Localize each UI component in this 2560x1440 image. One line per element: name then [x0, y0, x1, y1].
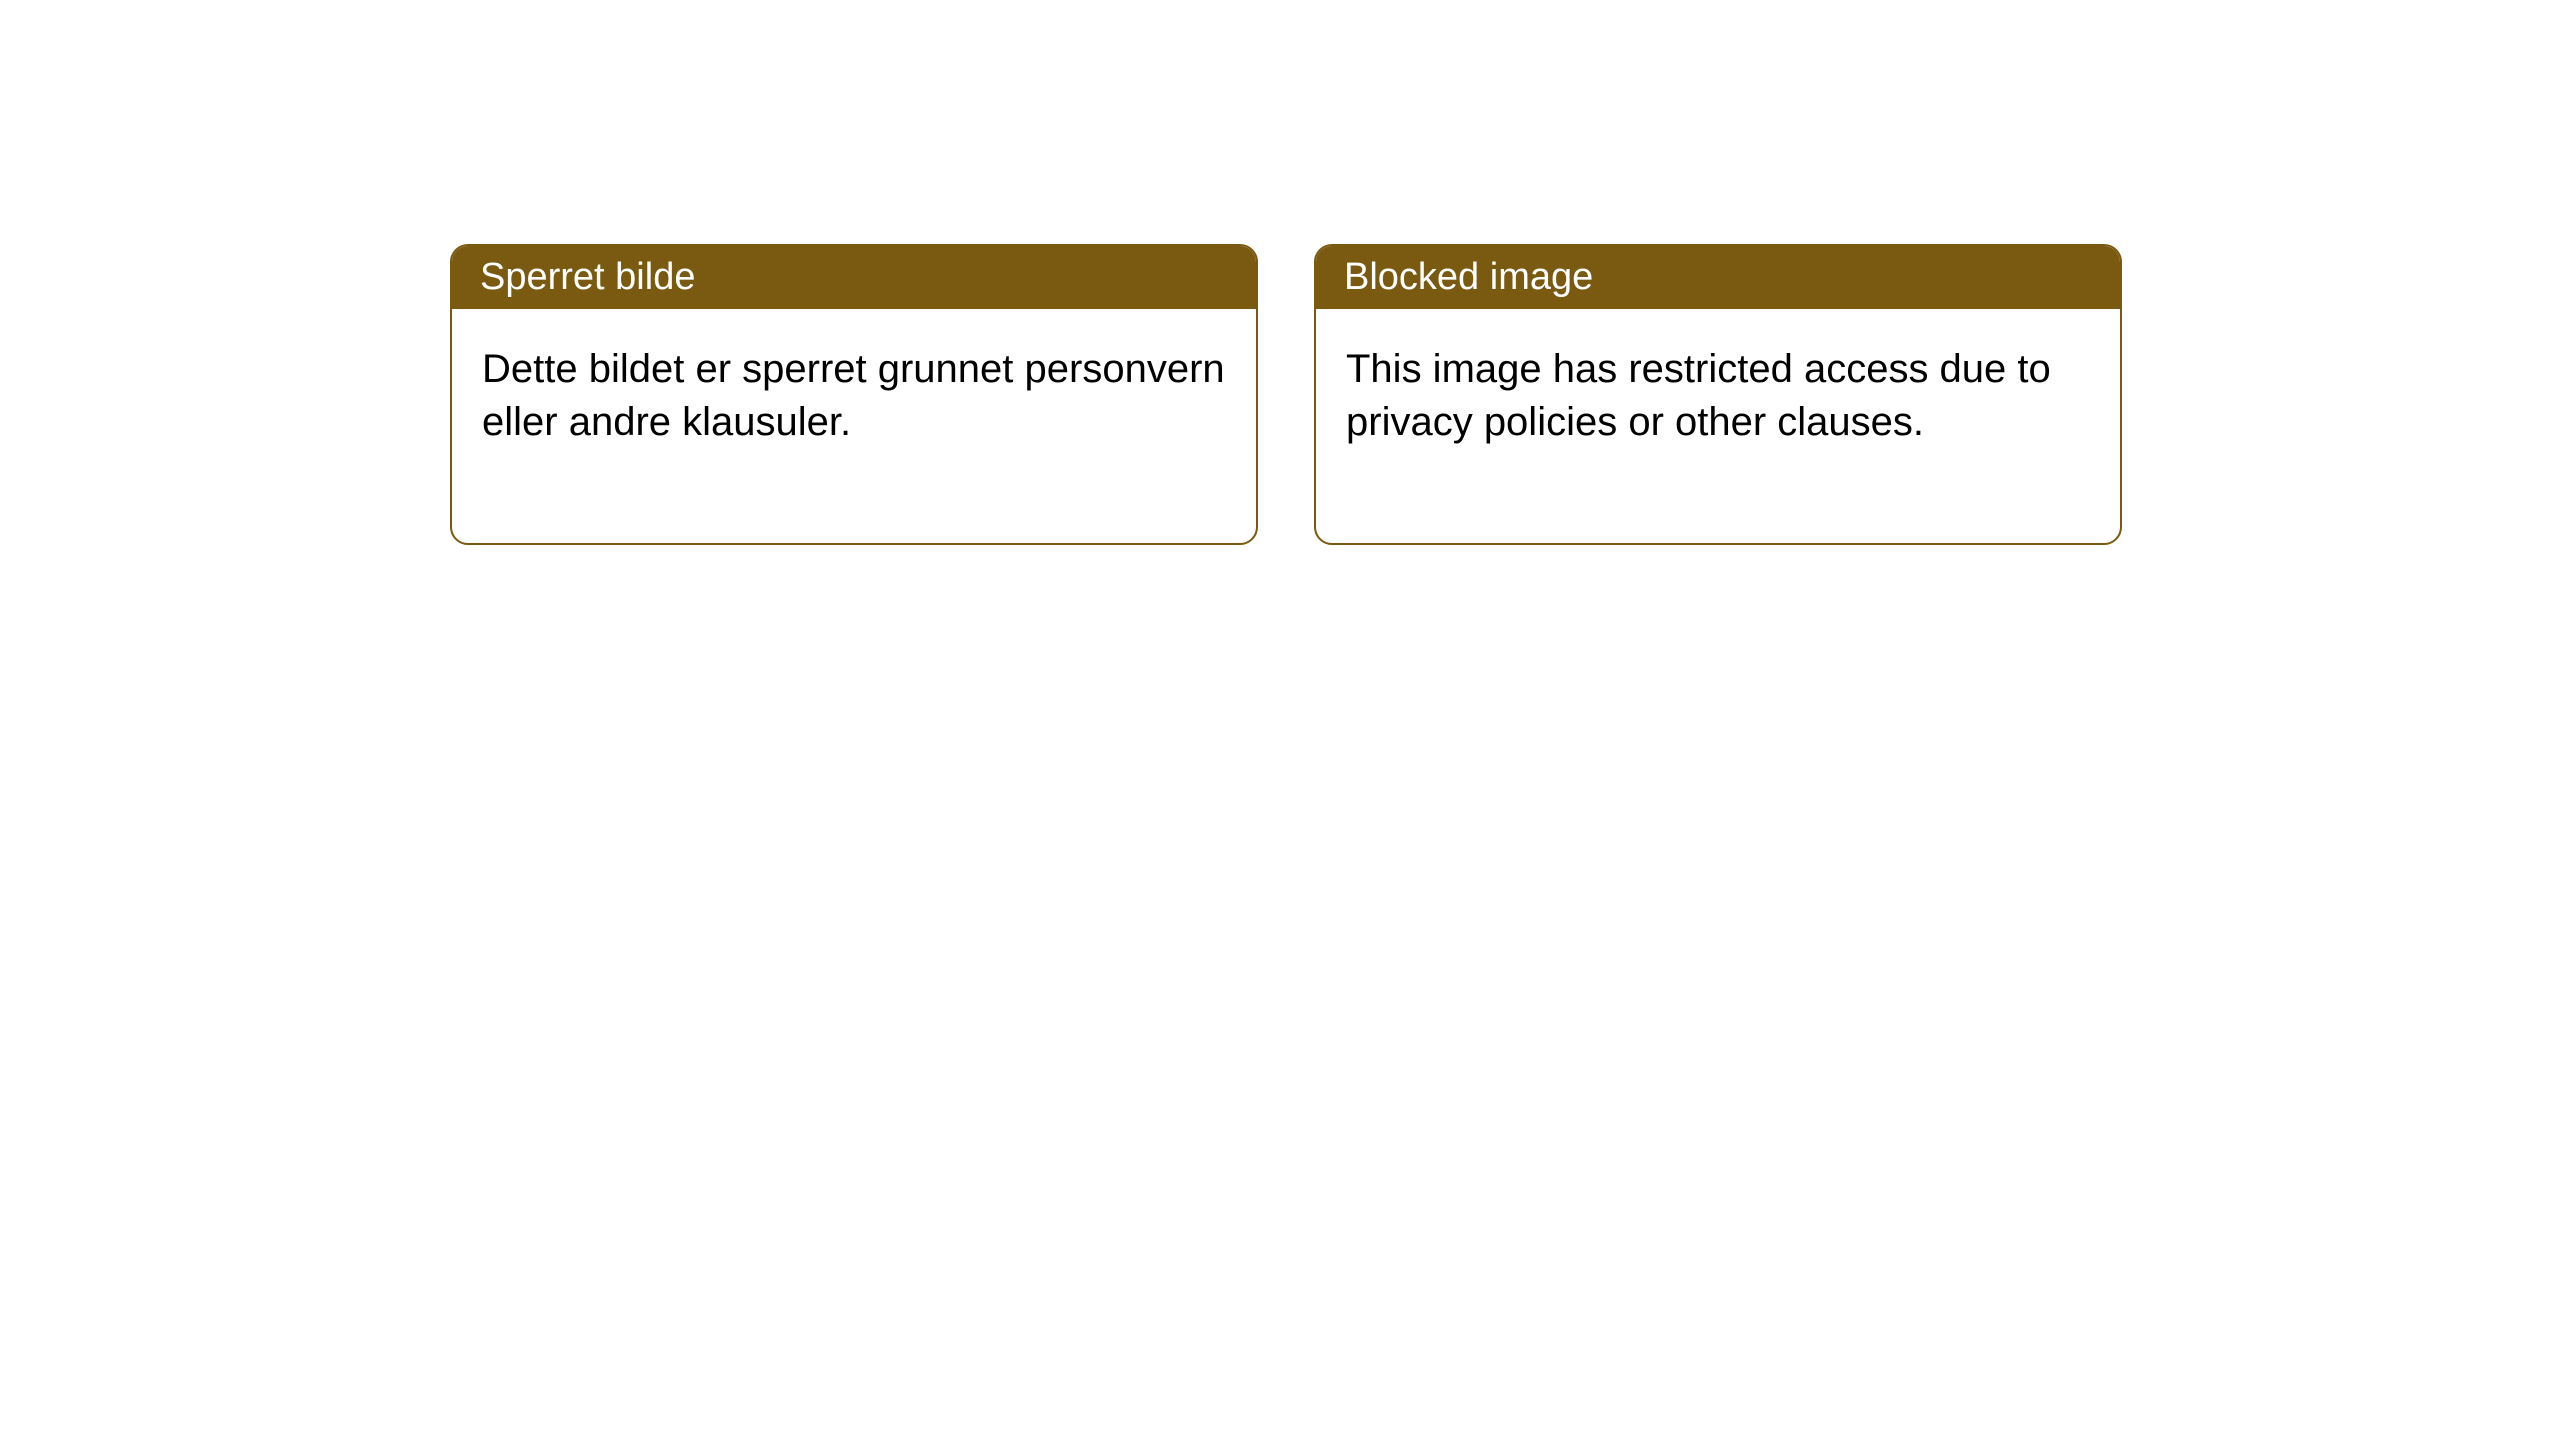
notice-box-norwegian: Sperret bilde Dette bildet er sperret gr…	[450, 244, 1258, 545]
notice-header: Blocked image	[1316, 246, 2120, 309]
notice-body: This image has restricted access due to …	[1316, 309, 2120, 543]
notice-header: Sperret bilde	[452, 246, 1256, 309]
notice-container: Sperret bilde Dette bildet er sperret gr…	[0, 0, 2560, 545]
notice-box-english: Blocked image This image has restricted …	[1314, 244, 2122, 545]
notice-body: Dette bildet er sperret grunnet personve…	[452, 309, 1256, 543]
